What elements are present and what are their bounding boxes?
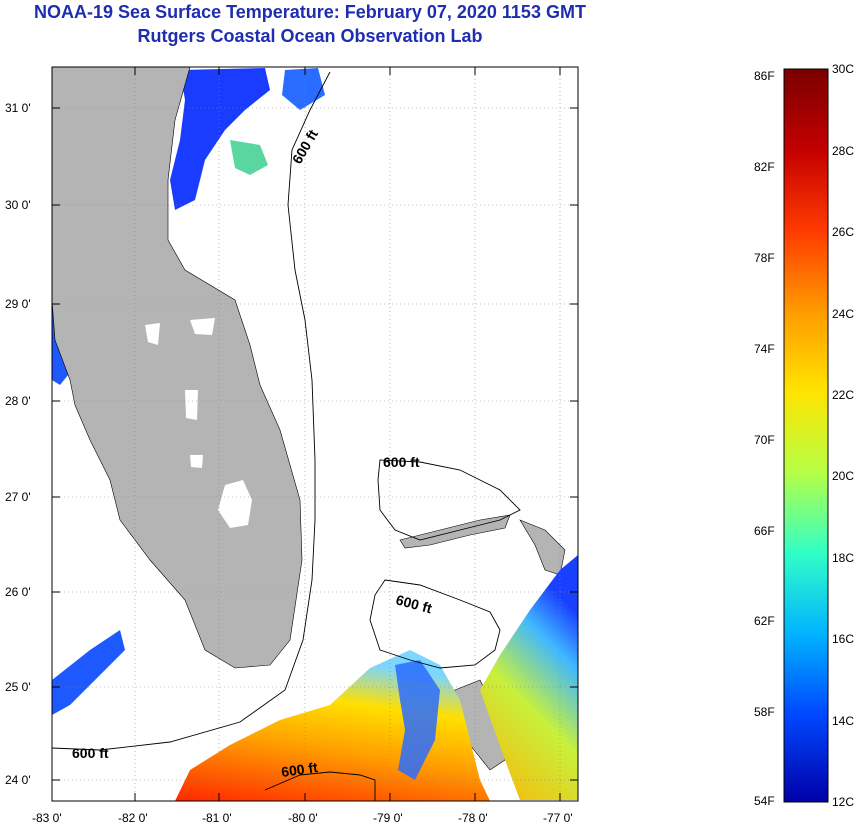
map-frame (51, 66, 579, 802)
inland-lake (185, 390, 198, 420)
colorbar-c-label: 12C (832, 795, 854, 809)
colorbar-c-label: 18C (832, 551, 854, 565)
colorbar-c-label: 28C (832, 144, 854, 158)
colorbar-f-label: 86F (754, 69, 775, 83)
lon-label: -79 0' (373, 811, 403, 825)
colorbar-f-label: 66F (754, 524, 775, 538)
lake-okeechobee (218, 480, 252, 528)
colorbar-c-label: 26C (832, 225, 854, 239)
sst-keys-patch (52, 630, 125, 715)
frame-ticks (52, 67, 578, 801)
lat-label: 31 0' (5, 101, 31, 115)
inland-lake (190, 318, 215, 335)
lat-label: 28 0' (5, 394, 31, 408)
sst-north-coastal-patch (170, 68, 270, 210)
lat-label: 29 0' (5, 297, 31, 311)
colorbar-c-label: 30C (832, 62, 854, 76)
colorbar-f-label: 54F (754, 794, 775, 808)
colorbar-f-label: 82F (754, 160, 775, 174)
colorbar-f-label: 62F (754, 614, 775, 628)
map-subtitle: Rutgers Coastal Ocean Observation Lab (137, 26, 483, 46)
contour-label: 600 ft (72, 745, 109, 761)
inland-lake (145, 323, 160, 345)
colorbar-f-label: 58F (754, 705, 775, 719)
lon-label: -83 0' (32, 811, 62, 825)
colorbar-c-label: 14C (832, 714, 854, 728)
contour-label: 600 ft (280, 759, 319, 780)
colorbar-c-label: 20C (832, 469, 854, 483)
lon-label: -82 0' (118, 811, 148, 825)
colorbar-c-label: 24C (832, 307, 854, 321)
sst-east-region (480, 555, 578, 800)
lat-label: 30 0' (5, 198, 31, 212)
colorbar-c-label: 16C (832, 632, 854, 646)
colorbar-c-label: 22C (832, 388, 854, 402)
lon-label: -80 0' (288, 811, 318, 825)
lon-label: -77 0' (543, 811, 573, 825)
lat-label: 26 0' (5, 585, 31, 599)
colorbar-f-label: 78F (754, 251, 775, 265)
map-title: NOAA-19 Sea Surface Temperature: Februar… (34, 2, 586, 22)
sst-north-east-patch (282, 68, 325, 110)
lat-label: 25 0' (5, 680, 31, 694)
sst-south-cool-streak (395, 660, 440, 780)
lat-label: 27 0' (5, 490, 31, 504)
map-area (52, 67, 578, 801)
isobath-600ft (52, 71, 521, 801)
inland-lake (190, 455, 203, 468)
colorbar-f-label: 70F (754, 433, 775, 447)
colorbar (783, 68, 829, 803)
lon-label: -78 0' (458, 811, 488, 825)
colorbar-f-label: 74F (754, 342, 775, 356)
lon-label: -81 0' (202, 811, 232, 825)
contour-label: 600 ft (383, 454, 420, 470)
lat-label: 24 0' (5, 773, 31, 787)
sst-north-cyan-patch (230, 140, 268, 175)
